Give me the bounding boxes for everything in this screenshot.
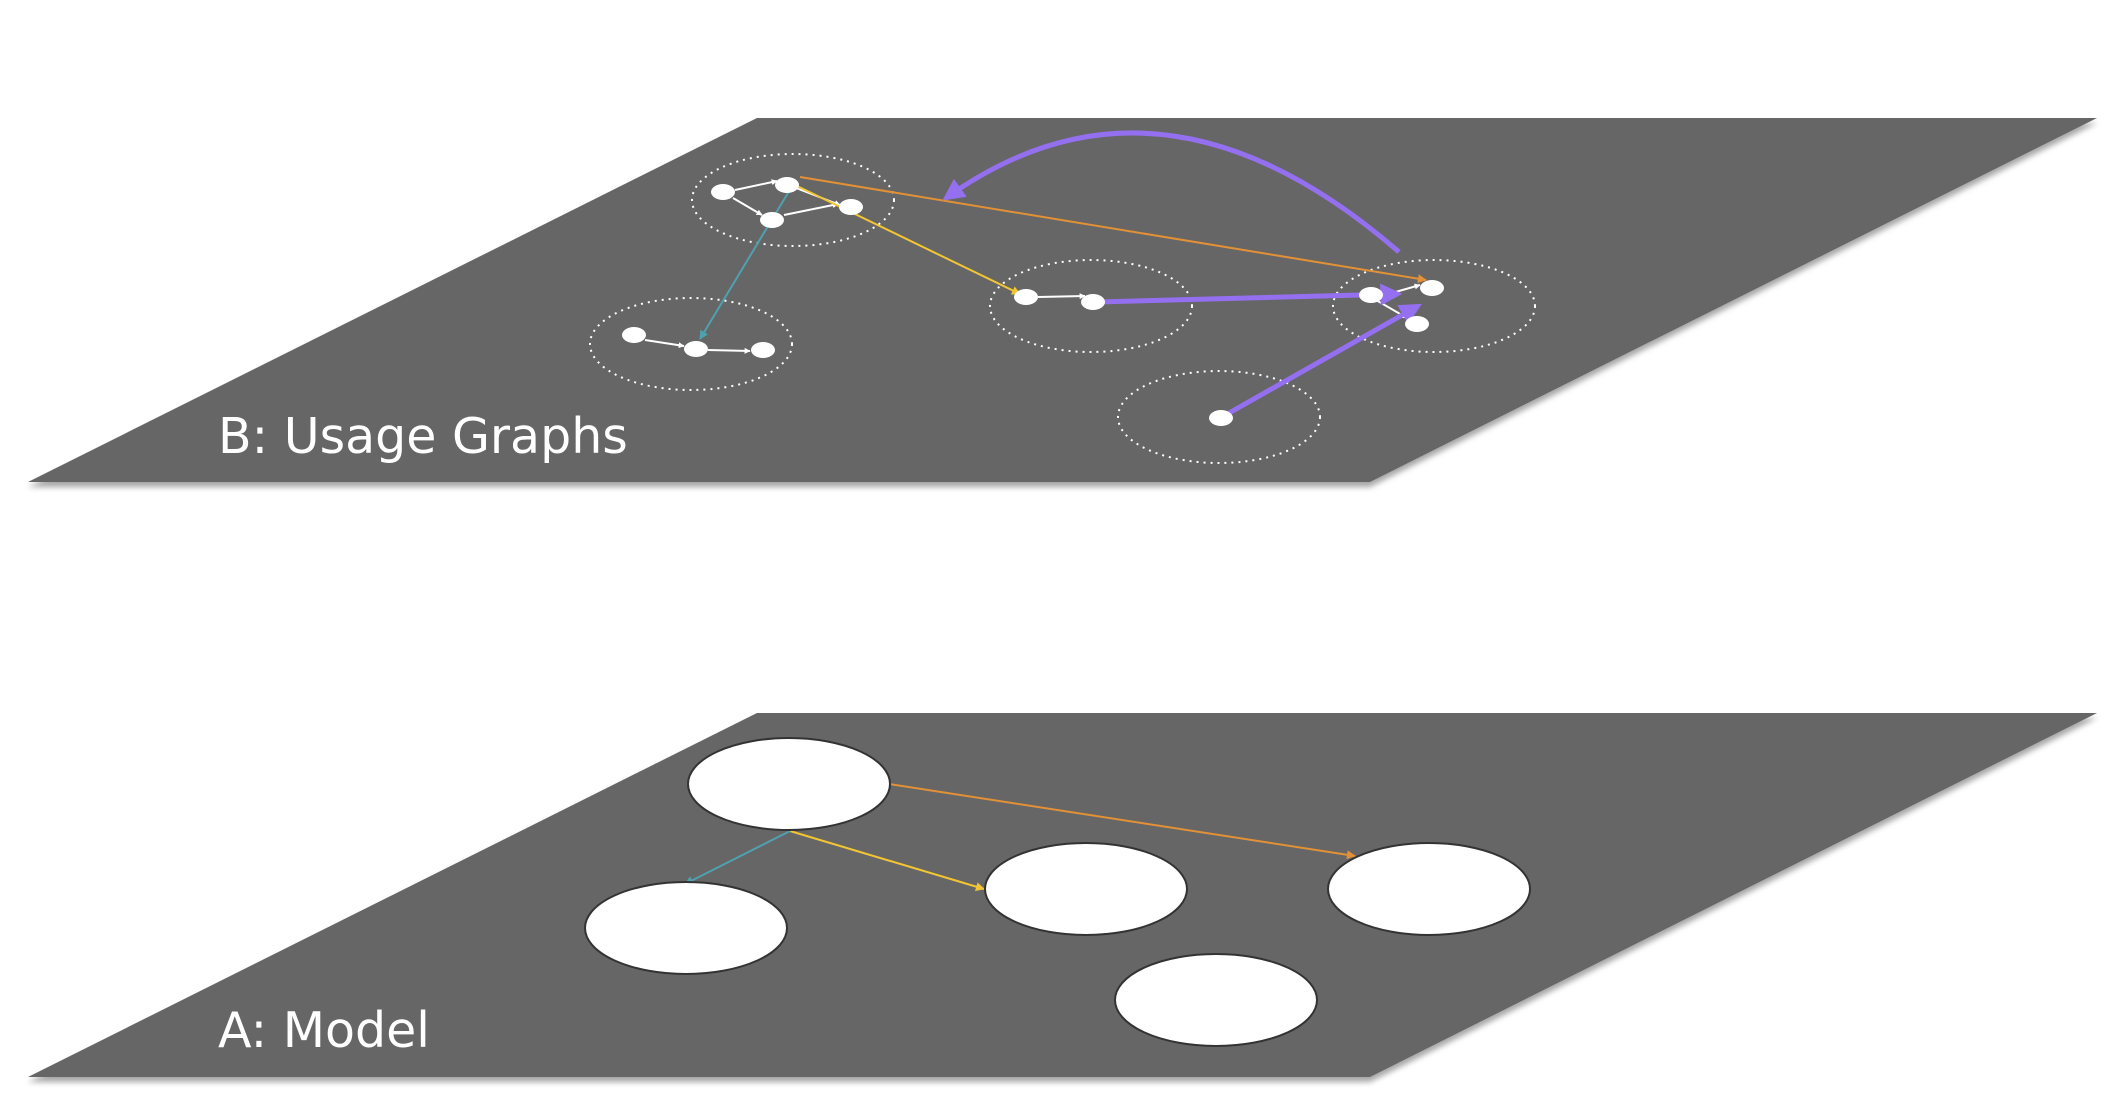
usage-node (1081, 294, 1105, 310)
usage-edge-purple (1220, 303, 1422, 420)
usage-edge-orange (799, 176, 1427, 284)
model-node (687, 737, 891, 831)
usage-intra-edge (734, 179, 778, 191)
usage-intra-edge (1037, 293, 1086, 300)
usage-intra-edge (732, 197, 763, 216)
usage-cluster-outline (989, 259, 1193, 353)
model-node (984, 842, 1188, 936)
usage-node (684, 341, 708, 357)
usage-edge-yellow (794, 184, 1021, 295)
usage-node (751, 342, 775, 358)
usage-node (839, 199, 863, 215)
usage-edge-purple (1097, 283, 1403, 306)
model-plane-label: A: Model (218, 1002, 430, 1059)
usage-node (1359, 287, 1383, 303)
usage-cluster-outline (691, 153, 895, 247)
model-edge-teal (684, 830, 791, 885)
usage-intra-edge (707, 347, 751, 354)
usage-plane-surface (28, 118, 2097, 482)
usage-node (1014, 289, 1038, 305)
usage-graphs-plane: B: Usage Graphs (28, 118, 2097, 482)
usage-cluster-outline (589, 297, 793, 391)
usage-nodes (622, 177, 1444, 426)
usage-cluster-outline (1332, 259, 1536, 353)
usage-intra-edge (644, 339, 685, 349)
model-nodes (584, 737, 1531, 1047)
usage-node (775, 177, 799, 193)
usage-node (1405, 316, 1429, 332)
model-node (1114, 953, 1318, 1047)
usage-node (760, 212, 784, 228)
usage-node (1209, 410, 1233, 426)
model-edge-yellow (789, 830, 985, 891)
usage-intra-edge (783, 202, 839, 216)
usage-node (622, 327, 646, 343)
model-node (584, 881, 788, 975)
usage-node (711, 184, 735, 200)
usage-node (1420, 280, 1444, 296)
model-edge-orange (888, 783, 1356, 860)
model-node (1327, 842, 1531, 936)
usage-cluster-outline (1117, 370, 1321, 464)
usage-plane-label: B: Usage Graphs (218, 408, 628, 465)
model-plane: A: Model (28, 713, 2097, 1077)
usage-edge-purple-return (942, 130, 1401, 254)
